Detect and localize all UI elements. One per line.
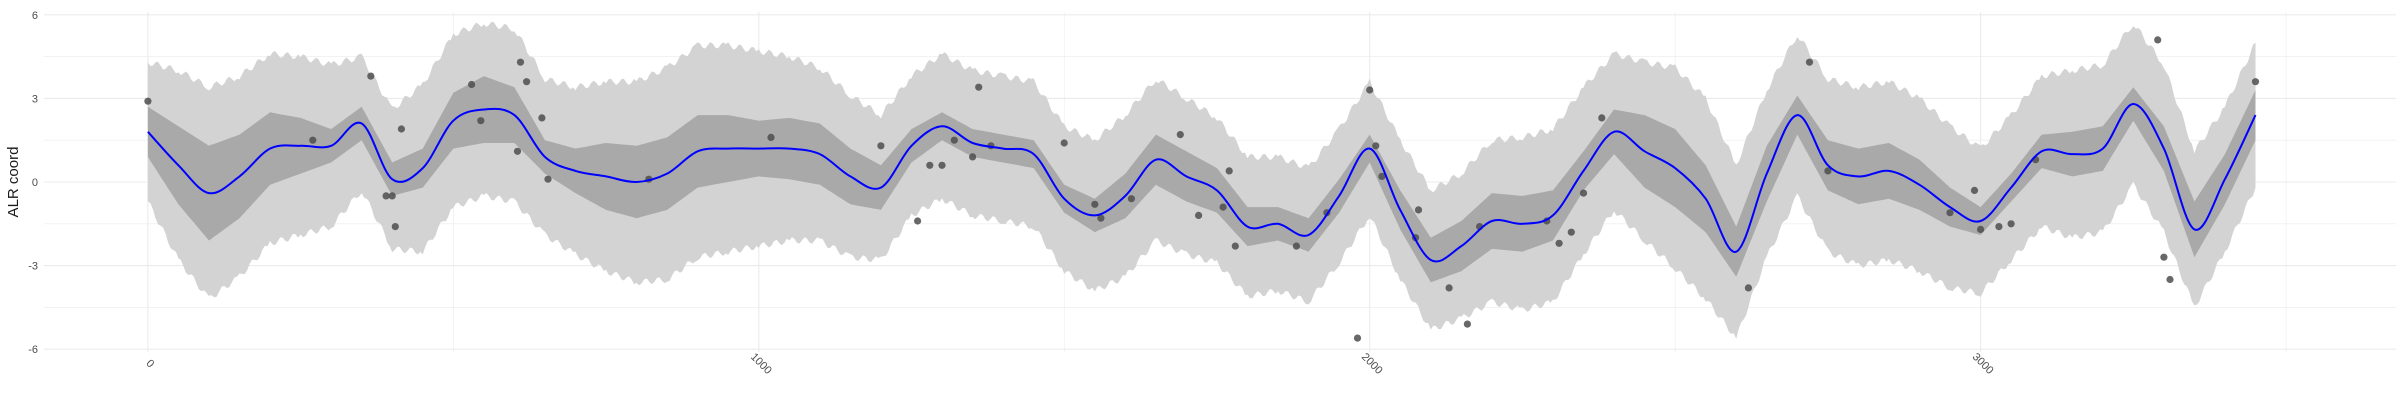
observation-point <box>513 147 522 155</box>
observation-point <box>1744 284 1752 292</box>
observation-point <box>397 125 405 133</box>
observation-point <box>2154 36 2162 44</box>
observation-point <box>767 133 775 141</box>
observation-point <box>391 223 399 231</box>
y-tick-label: 6 <box>32 10 38 22</box>
observation-point <box>544 175 552 183</box>
observation-point <box>914 217 922 225</box>
x-tick-label: 2000 <box>1359 351 1385 377</box>
observation-point <box>1824 167 1832 175</box>
observation-point <box>2166 275 2174 284</box>
y-tick-label: 3 <box>32 93 38 105</box>
observation-point <box>144 97 152 105</box>
observation-point <box>1225 167 1233 175</box>
observation-point <box>950 136 958 144</box>
observation-point <box>1995 223 2003 231</box>
observation-point <box>1463 320 1471 328</box>
y-axis-tick-labels: -6 -3 0 3 6 <box>28 10 38 356</box>
observation-point <box>367 72 375 80</box>
observation-point <box>1567 228 1575 236</box>
observation-point <box>2007 220 2015 228</box>
observation-point <box>1176 131 1184 139</box>
y-tick-label: -3 <box>28 261 38 273</box>
observation-point <box>1353 334 1362 342</box>
observation-point <box>1292 242 1300 250</box>
observation-point <box>468 80 476 89</box>
observation-point <box>1127 195 1135 203</box>
observation-points <box>144 36 2260 342</box>
observation-point <box>2251 78 2260 86</box>
observation-point <box>1579 189 1588 197</box>
observation-point <box>1598 114 1606 122</box>
observation-point <box>1805 58 1814 66</box>
observation-point <box>382 192 390 200</box>
observation-point <box>1372 142 1380 150</box>
observation-point <box>926 161 934 169</box>
observation-point <box>1091 200 1099 208</box>
inner-confidence-band <box>147 76 2256 283</box>
observation-point <box>1219 203 1227 211</box>
observation-point <box>523 78 531 86</box>
observation-point <box>477 117 485 125</box>
observation-point <box>877 142 885 150</box>
observation-point <box>1970 186 1979 194</box>
x-axis-tick-labels: 0 1000 2000 3000 <box>144 351 1996 377</box>
observation-point <box>1231 242 1239 250</box>
x-tick-label: 1000 <box>748 351 774 377</box>
y-axis-title: ALR coord <box>5 147 22 218</box>
observation-point <box>1977 225 1985 233</box>
observation-point <box>538 114 546 122</box>
observation-point <box>1366 86 1374 94</box>
observation-point <box>1195 211 1203 219</box>
observation-point <box>1378 172 1386 180</box>
observation-point <box>1445 284 1453 292</box>
observation-point <box>2160 253 2168 261</box>
observation-point <box>388 192 396 200</box>
observation-point <box>1414 206 1423 214</box>
x-tick-label: 0 <box>144 357 157 370</box>
observation-point <box>309 136 317 144</box>
observation-point <box>969 153 977 161</box>
posterior-mean-line <box>147 102 2257 263</box>
observation-point <box>1555 239 1563 247</box>
observation-point <box>975 83 983 91</box>
x-tick-label: 3000 <box>1970 351 1996 377</box>
observation-point <box>516 58 525 66</box>
observation-point <box>1060 139 1068 147</box>
observation-point <box>938 161 946 169</box>
observation-point <box>1946 209 1954 217</box>
observation-point <box>1097 214 1105 222</box>
y-tick-label: 0 <box>32 177 38 189</box>
y-tick-label: -6 <box>28 344 38 356</box>
